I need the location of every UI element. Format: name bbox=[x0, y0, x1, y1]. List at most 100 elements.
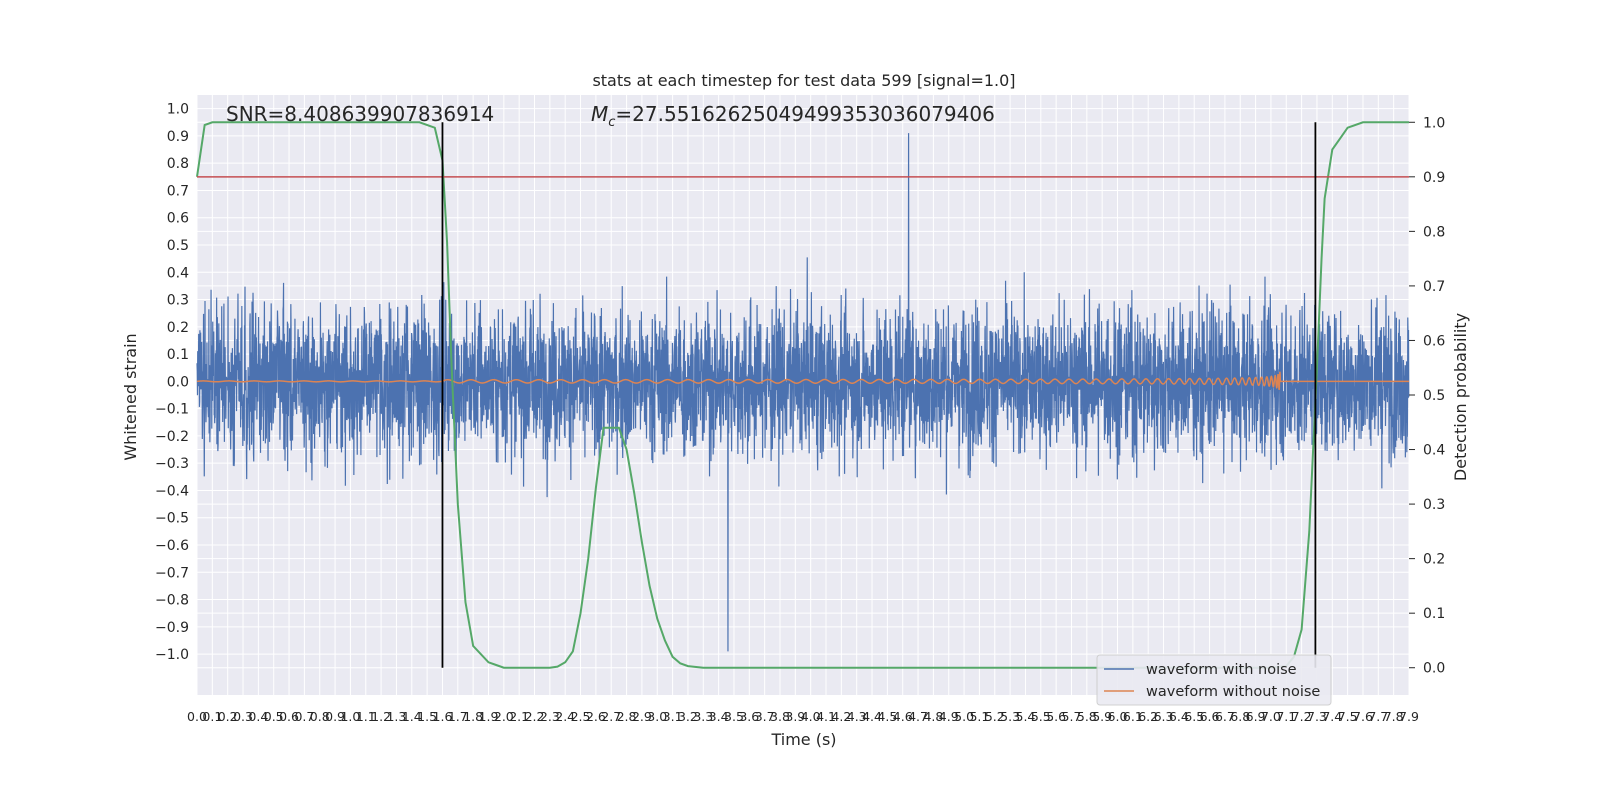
x-tick-label: 0.4 bbox=[248, 709, 268, 724]
y-tick-label-left: 0.5 bbox=[167, 238, 189, 254]
chirp-mass-subscript: c bbox=[608, 115, 615, 130]
right-axis-ticks: 1.0 0.9 0.8 0.7 0.6 0.5 0.4 0.3 0.2 0.1 0.0 bbox=[1409, 115, 1445, 677]
line-waveform-with-noise bbox=[196, 133, 1410, 652]
y-tick-label-left: −0.6 bbox=[155, 538, 189, 554]
left-axis-ticks: 1.0 0.9 0.8 0.7 0.6 0.5 0.4 0.3 0.2 0.1 0.0 −0.1 −0.… bbox=[155, 102, 189, 663]
y-tick-label-right: 0.7 bbox=[1423, 279, 1445, 295]
y-tick-label-left: −1.0 bbox=[155, 647, 189, 663]
x-tick-label: 5.3 bbox=[1000, 709, 1020, 724]
y-tick-label-left: −0.1 bbox=[155, 402, 189, 418]
x-tick-label: 2.0 bbox=[494, 709, 514, 724]
x-tick-label: 3.0 bbox=[647, 709, 667, 724]
x-tick-label: 4.0 bbox=[801, 709, 821, 724]
x-tick-label: 3.8 bbox=[770, 709, 790, 724]
x-tick-label: 2.7 bbox=[601, 709, 621, 724]
y-tick-label-left: 0.1 bbox=[167, 347, 189, 363]
x-tick-label: 6.7 bbox=[1215, 709, 1235, 724]
x-tick-label: 0.7 bbox=[294, 709, 314, 724]
y-tick-label-right: 0.6 bbox=[1423, 333, 1445, 349]
x-tick-label: 5.0 bbox=[954, 709, 974, 724]
x-tick-label: 5.5 bbox=[1031, 709, 1051, 724]
x-tick-label: 7.3 bbox=[1307, 709, 1327, 724]
y-tick-label-right: 0.9 bbox=[1423, 170, 1445, 186]
noise-series bbox=[196, 133, 1410, 652]
x-tick-label: 4.7 bbox=[908, 709, 928, 724]
probability-series bbox=[196, 121, 1409, 669]
x-tick-label: 2.9 bbox=[632, 709, 652, 724]
x-tick-label: 6.1 bbox=[1123, 709, 1143, 724]
x-tick-label: 5.7 bbox=[1062, 709, 1082, 724]
x-tick-label: 0.8 bbox=[310, 709, 330, 724]
x-tick-label: 0.9 bbox=[325, 709, 345, 724]
x-tick-label: 7.0 bbox=[1261, 709, 1281, 724]
y-tick-label-left: −0.4 bbox=[155, 483, 189, 499]
legend: waveform with noise waveform without noi… bbox=[1096, 654, 1332, 706]
x-tick-label: 4.8 bbox=[923, 709, 943, 724]
legend-label-clean: waveform without noise bbox=[1146, 684, 1320, 700]
x-tick-label: 4.4 bbox=[862, 709, 882, 724]
x-tick-label: 1.8 bbox=[463, 709, 483, 724]
x-tick-label: 1.7 bbox=[448, 709, 468, 724]
x-tick-label: 4.1 bbox=[816, 709, 836, 724]
x-tick-label: 0.2 bbox=[218, 709, 238, 724]
x-tick-label: 0.3 bbox=[233, 709, 253, 724]
legend-label-noise: waveform with noise bbox=[1146, 662, 1297, 678]
y-tick-label-right: 0.4 bbox=[1423, 443, 1445, 459]
x-tick-label: 7.7 bbox=[1368, 709, 1388, 724]
x-tick-label: 5.1 bbox=[969, 709, 989, 724]
x-tick-label: 3.5 bbox=[724, 709, 744, 724]
legend-box bbox=[1096, 654, 1332, 706]
x-tick-label: 0.1 bbox=[202, 709, 222, 724]
overlays bbox=[197, 122, 1409, 668]
x-tick-label: 2.2 bbox=[525, 709, 545, 724]
y-axis-label-left: Whitened strain bbox=[121, 333, 140, 460]
x-tick-label: 5.8 bbox=[1077, 709, 1097, 724]
x-tick-label: 4.5 bbox=[877, 709, 897, 724]
line-waveform-without-noise bbox=[196, 371, 1409, 390]
x-tick-label: 3.6 bbox=[739, 709, 759, 724]
y-tick-label-left: −0.2 bbox=[155, 429, 189, 445]
x-tick-label: 2.8 bbox=[617, 709, 637, 724]
y-tick-label-right: 0.5 bbox=[1423, 388, 1445, 404]
x-tick-label: 7.2 bbox=[1292, 709, 1312, 724]
y-axis-label-right: Detection probability bbox=[1451, 313, 1470, 481]
x-tick-label: 3.9 bbox=[785, 709, 805, 724]
x-tick-label: 7.6 bbox=[1353, 709, 1373, 724]
x-tick-label: 3.7 bbox=[755, 709, 775, 724]
x-tick-label: 2.3 bbox=[540, 709, 560, 724]
y-tick-label-left: 0.8 bbox=[167, 156, 189, 172]
x-tick-label: 2.4 bbox=[555, 709, 575, 724]
y-tick-label-left: −0.5 bbox=[155, 511, 189, 527]
x-tick-label: 3.2 bbox=[678, 709, 698, 724]
snr-annotation: SNR=8.408639907836914 bbox=[226, 102, 494, 126]
x-tick-label: 6.4 bbox=[1169, 709, 1189, 724]
x-tick-label: 3.4 bbox=[709, 709, 729, 724]
x-tick-label: 4.6 bbox=[893, 709, 913, 724]
x-tick-label: 1.2 bbox=[371, 709, 391, 724]
y-tick-label-right: 0.0 bbox=[1423, 661, 1445, 677]
x-axis-ticks: 0.00.10.20.30.40.50.60.70.80.91.01.11.21… bbox=[187, 709, 1419, 724]
y-tick-label-left: −0.9 bbox=[155, 620, 189, 636]
x-tick-label: 6.3 bbox=[1154, 709, 1174, 724]
x-tick-label: 2.5 bbox=[571, 709, 591, 724]
x-tick-label: 7.1 bbox=[1276, 709, 1296, 724]
x-tick-label: 0.5 bbox=[264, 709, 284, 724]
x-tick-label: 7.4 bbox=[1322, 709, 1342, 724]
x-tick-label: 5.4 bbox=[1016, 709, 1036, 724]
chirp-mass-annotation: Mc=27.55162625049499353036079406 bbox=[591, 102, 995, 130]
y-tick-label-left: 1.0 bbox=[167, 102, 189, 118]
x-tick-label: 6.9 bbox=[1246, 709, 1266, 724]
y-tick-label-right: 1.0 bbox=[1423, 115, 1445, 131]
y-tick-label-right: 0.8 bbox=[1423, 224, 1445, 240]
x-tick-label: 2.6 bbox=[586, 709, 606, 724]
x-tick-label: 6.6 bbox=[1200, 709, 1220, 724]
y-tick-label-left: −0.8 bbox=[155, 593, 189, 609]
x-tick-label: 7.5 bbox=[1338, 709, 1358, 724]
y-tick-label-left: 0.2 bbox=[167, 320, 189, 336]
y-tick-label-right: 0.2 bbox=[1423, 552, 1445, 568]
y-tick-label-left: 0.4 bbox=[167, 265, 189, 281]
x-tick-label: 6.5 bbox=[1184, 709, 1204, 724]
x-tick-label: 5.2 bbox=[985, 709, 1005, 724]
x-tick-label: 5.6 bbox=[1046, 709, 1066, 724]
